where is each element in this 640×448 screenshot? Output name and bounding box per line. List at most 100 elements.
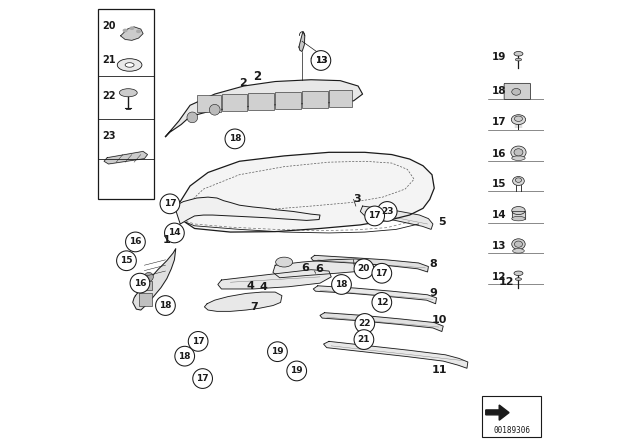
Text: 13: 13	[315, 56, 327, 65]
Polygon shape	[314, 286, 436, 304]
Bar	[329, 90, 352, 107]
Text: 23: 23	[381, 207, 394, 216]
Text: 19: 19	[271, 347, 284, 356]
Bar	[138, 293, 152, 306]
Polygon shape	[360, 206, 433, 229]
Text: 17: 17	[192, 337, 204, 346]
Circle shape	[354, 259, 374, 279]
Polygon shape	[273, 259, 370, 278]
Text: 8: 8	[430, 259, 438, 269]
Text: 21: 21	[358, 335, 370, 344]
Bar	[302, 90, 328, 108]
Text: 4: 4	[260, 282, 268, 292]
Bar	[98, 9, 154, 199]
Ellipse shape	[511, 115, 525, 125]
FancyBboxPatch shape	[504, 83, 531, 99]
Text: 16: 16	[492, 149, 506, 159]
Circle shape	[188, 332, 208, 351]
Circle shape	[378, 202, 397, 221]
Text: 00189306: 00189306	[493, 426, 531, 435]
Circle shape	[354, 330, 374, 349]
Ellipse shape	[130, 27, 134, 29]
Text: 17: 17	[492, 117, 506, 127]
Ellipse shape	[512, 156, 525, 160]
Polygon shape	[324, 341, 468, 368]
Ellipse shape	[512, 207, 525, 215]
Circle shape	[164, 223, 184, 243]
Polygon shape	[165, 80, 362, 137]
Circle shape	[268, 342, 287, 362]
Text: 14: 14	[492, 210, 506, 220]
Text: 6: 6	[316, 264, 323, 274]
Circle shape	[311, 51, 331, 70]
Text: 2: 2	[253, 69, 261, 83]
Circle shape	[372, 293, 392, 312]
Text: 23: 23	[102, 131, 116, 141]
Ellipse shape	[117, 59, 142, 71]
Bar	[248, 93, 275, 110]
Ellipse shape	[512, 239, 525, 250]
Text: 12: 12	[376, 298, 388, 307]
Polygon shape	[311, 255, 428, 272]
Text: 5: 5	[438, 217, 446, 227]
Text: 2: 2	[239, 78, 247, 88]
Polygon shape	[204, 292, 282, 311]
Circle shape	[130, 273, 150, 293]
Text: 17: 17	[376, 269, 388, 278]
Text: 9: 9	[430, 289, 438, 298]
Text: 21: 21	[102, 55, 116, 65]
Ellipse shape	[512, 88, 521, 95]
Text: 15: 15	[120, 256, 132, 265]
Ellipse shape	[515, 241, 522, 247]
Circle shape	[156, 296, 175, 315]
Ellipse shape	[511, 146, 526, 159]
Text: 13: 13	[315, 56, 327, 65]
Text: 4: 4	[246, 281, 254, 291]
Text: 6: 6	[301, 263, 309, 273]
Polygon shape	[120, 27, 143, 40]
Circle shape	[355, 314, 374, 333]
Text: 7: 7	[250, 302, 259, 312]
Ellipse shape	[276, 257, 292, 267]
Circle shape	[287, 361, 307, 381]
Ellipse shape	[137, 30, 140, 32]
Polygon shape	[320, 313, 443, 332]
Text: 18: 18	[492, 86, 506, 96]
Text: 16: 16	[129, 237, 141, 246]
Text: 17: 17	[196, 374, 209, 383]
Circle shape	[175, 346, 195, 366]
Circle shape	[145, 272, 154, 281]
Ellipse shape	[514, 271, 523, 276]
Circle shape	[225, 129, 244, 149]
Ellipse shape	[515, 278, 522, 280]
Text: 22: 22	[102, 90, 116, 100]
Ellipse shape	[514, 149, 523, 156]
Circle shape	[372, 263, 392, 283]
Circle shape	[125, 232, 145, 252]
Polygon shape	[179, 152, 435, 232]
Text: 19: 19	[492, 52, 506, 62]
Polygon shape	[512, 211, 525, 219]
Polygon shape	[132, 249, 176, 310]
Text: 22: 22	[358, 319, 371, 328]
Circle shape	[116, 251, 136, 271]
Text: 20: 20	[358, 264, 370, 273]
Ellipse shape	[515, 116, 522, 121]
Text: 1: 1	[163, 235, 170, 245]
Ellipse shape	[124, 29, 127, 31]
Text: 18: 18	[335, 280, 348, 289]
Text: 16: 16	[134, 279, 146, 288]
Text: 18: 18	[159, 301, 172, 310]
Ellipse shape	[512, 216, 525, 221]
Ellipse shape	[125, 63, 134, 67]
Polygon shape	[299, 31, 305, 52]
Text: 17: 17	[369, 211, 381, 220]
Circle shape	[312, 52, 330, 69]
Bar	[196, 95, 221, 112]
Bar	[141, 281, 152, 290]
Text: 12: 12	[492, 272, 506, 282]
Circle shape	[332, 275, 351, 294]
Circle shape	[365, 206, 385, 226]
Text: 17: 17	[164, 199, 176, 208]
Text: 10: 10	[432, 315, 447, 325]
